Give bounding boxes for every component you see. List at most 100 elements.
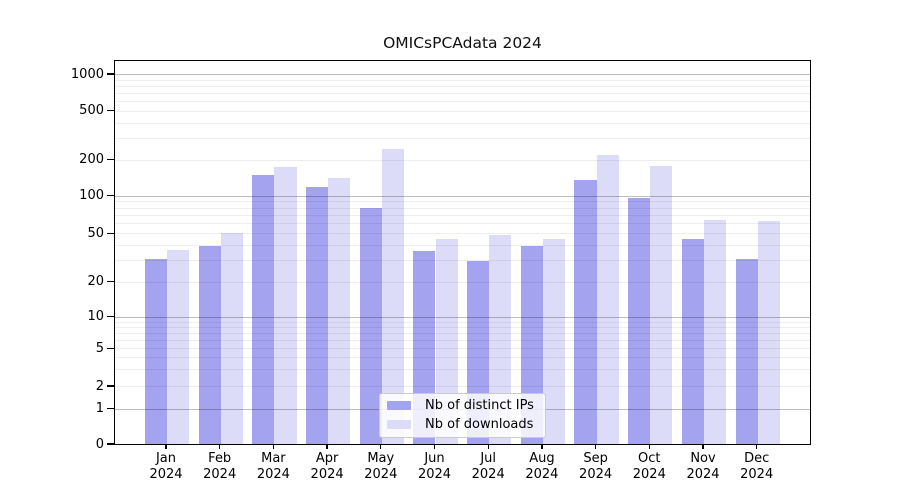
x-tick-label-dec: Dec 2024 <box>740 451 774 482</box>
plot-area <box>114 59 811 445</box>
bar-ips-nov <box>681 239 704 444</box>
y-tick-0 <box>107 443 114 445</box>
legend-swatch-downloads <box>387 419 411 430</box>
y-tick-label-1000: 1000 <box>70 66 104 82</box>
x-tick-jul <box>487 444 489 449</box>
gridline-200 <box>115 159 810 161</box>
bar-downloads-apr <box>328 177 351 444</box>
x-tick-dec <box>756 444 758 449</box>
y-tick-label-100: 100 <box>79 188 104 204</box>
y-tick-label-2: 2 <box>95 378 104 394</box>
y-tick-1000 <box>107 73 114 75</box>
bar-downloads-mar <box>274 166 297 444</box>
x-tick-label-sep: Sep 2024 <box>579 451 613 482</box>
x-tick-label-jun: Jun 2024 <box>417 451 452 482</box>
gridline-600 <box>115 101 810 103</box>
bar-downloads-aug <box>542 239 566 444</box>
y-tick-label-0: 0 <box>95 436 104 452</box>
y-tick-label-10: 10 <box>87 309 104 325</box>
bar-ips-sep <box>574 179 597 444</box>
x-tick-label-mar: Mar 2024 <box>256 451 290 482</box>
bar-downloads-feb <box>220 232 243 444</box>
bar-ips-feb <box>198 245 221 444</box>
gridline-6 <box>115 339 810 341</box>
x-tick-jun <box>433 444 436 449</box>
y-tick-500 <box>107 110 114 112</box>
bar-ips-jan <box>144 259 167 444</box>
x-tick-may <box>380 444 382 449</box>
y-tick-label-20: 20 <box>87 274 104 290</box>
gridline-2 <box>115 386 810 387</box>
gridline-20 <box>115 281 810 283</box>
gridline-8 <box>115 326 810 328</box>
y-tick-50 <box>107 232 114 234</box>
bar-ips-mar <box>252 175 275 444</box>
legend-swatch-distinct-ips <box>387 400 411 411</box>
x-tick-sep <box>594 444 597 449</box>
bar-downloads-jun <box>435 239 458 444</box>
legend-label-downloads: Nb of downloads <box>425 417 534 432</box>
gridline-7 <box>115 332 810 334</box>
gridline-800 <box>115 85 810 87</box>
y-tick-100 <box>107 195 114 197</box>
chart-title: OMICsPCAdata 2024 <box>383 34 542 52</box>
x-tick-jan <box>165 444 167 449</box>
y-tick-label-50: 50 <box>87 225 104 241</box>
y-tick-label-1: 1 <box>95 401 104 417</box>
y-tick-1 <box>107 408 114 410</box>
x-tick-nov <box>702 444 704 449</box>
bar-downloads-sep <box>596 155 619 444</box>
gridline-90 <box>115 201 810 203</box>
gridline-4 <box>115 357 810 359</box>
bar-downloads-may <box>381 149 404 444</box>
x-tick-apr <box>326 444 328 449</box>
y-tick-5 <box>107 347 114 349</box>
y-tick-200 <box>107 159 114 161</box>
gridline-3 <box>115 369 810 371</box>
gridline-40 <box>115 245 810 247</box>
gridline-80 <box>115 207 810 209</box>
gridline-500 <box>115 110 810 112</box>
bar-ips-dec <box>735 259 758 444</box>
y-tick-label-5: 5 <box>95 340 104 356</box>
gridline-9 <box>115 321 810 323</box>
x-tick-label-may: May 2024 <box>364 451 398 482</box>
x-tick-mar <box>272 444 275 449</box>
bar-downloads-jul <box>489 234 512 444</box>
y-tick-20 <box>107 281 114 283</box>
x-tick-label-jan: Jan 2024 <box>149 451 183 482</box>
gridline-300 <box>115 138 810 140</box>
gridline-700 <box>115 92 810 94</box>
gridline-1000 <box>115 74 810 75</box>
bar-downloads-oct <box>650 165 673 444</box>
bar-ips-apr <box>305 186 329 444</box>
gridline-400 <box>115 122 810 124</box>
gridline-10 <box>115 316 810 318</box>
bar-downloads-jan <box>167 249 190 444</box>
x-tick-aug <box>541 444 543 449</box>
legend-item-distinct-ips: Nb of distinct IPs <box>387 398 545 413</box>
y-tick-2 <box>107 385 114 387</box>
gridline-50 <box>115 233 810 235</box>
bar-downloads-nov <box>704 219 727 444</box>
x-tick-label-oct: Oct 2024 <box>632 451 666 482</box>
gridline-5 <box>115 348 810 350</box>
x-tick-label-jul: Jul 2024 <box>471 451 505 482</box>
y-tick-10 <box>107 316 114 318</box>
x-tick-oct <box>648 444 650 449</box>
x-tick-label-nov: Nov 2024 <box>686 451 720 482</box>
y-tick-label-500: 500 <box>79 103 104 119</box>
gridline-30 <box>115 260 810 262</box>
gridline-60 <box>115 223 810 225</box>
x-tick-feb <box>219 444 221 449</box>
legend-item-downloads: Nb of downloads <box>387 417 545 432</box>
x-tick-label-feb: Feb 2024 <box>203 451 237 482</box>
legend-label-distinct-ips: Nb of distinct IPs <box>425 398 534 413</box>
y-tick-label-200: 200 <box>79 152 104 168</box>
x-tick-label-aug: Aug 2024 <box>525 451 559 482</box>
gridline-100 <box>115 195 810 197</box>
legend: Nb of distinct IPs Nb of downloads <box>379 392 546 438</box>
x-tick-label-apr: Apr 2024 <box>310 451 344 482</box>
bar-ips-may <box>359 208 382 444</box>
